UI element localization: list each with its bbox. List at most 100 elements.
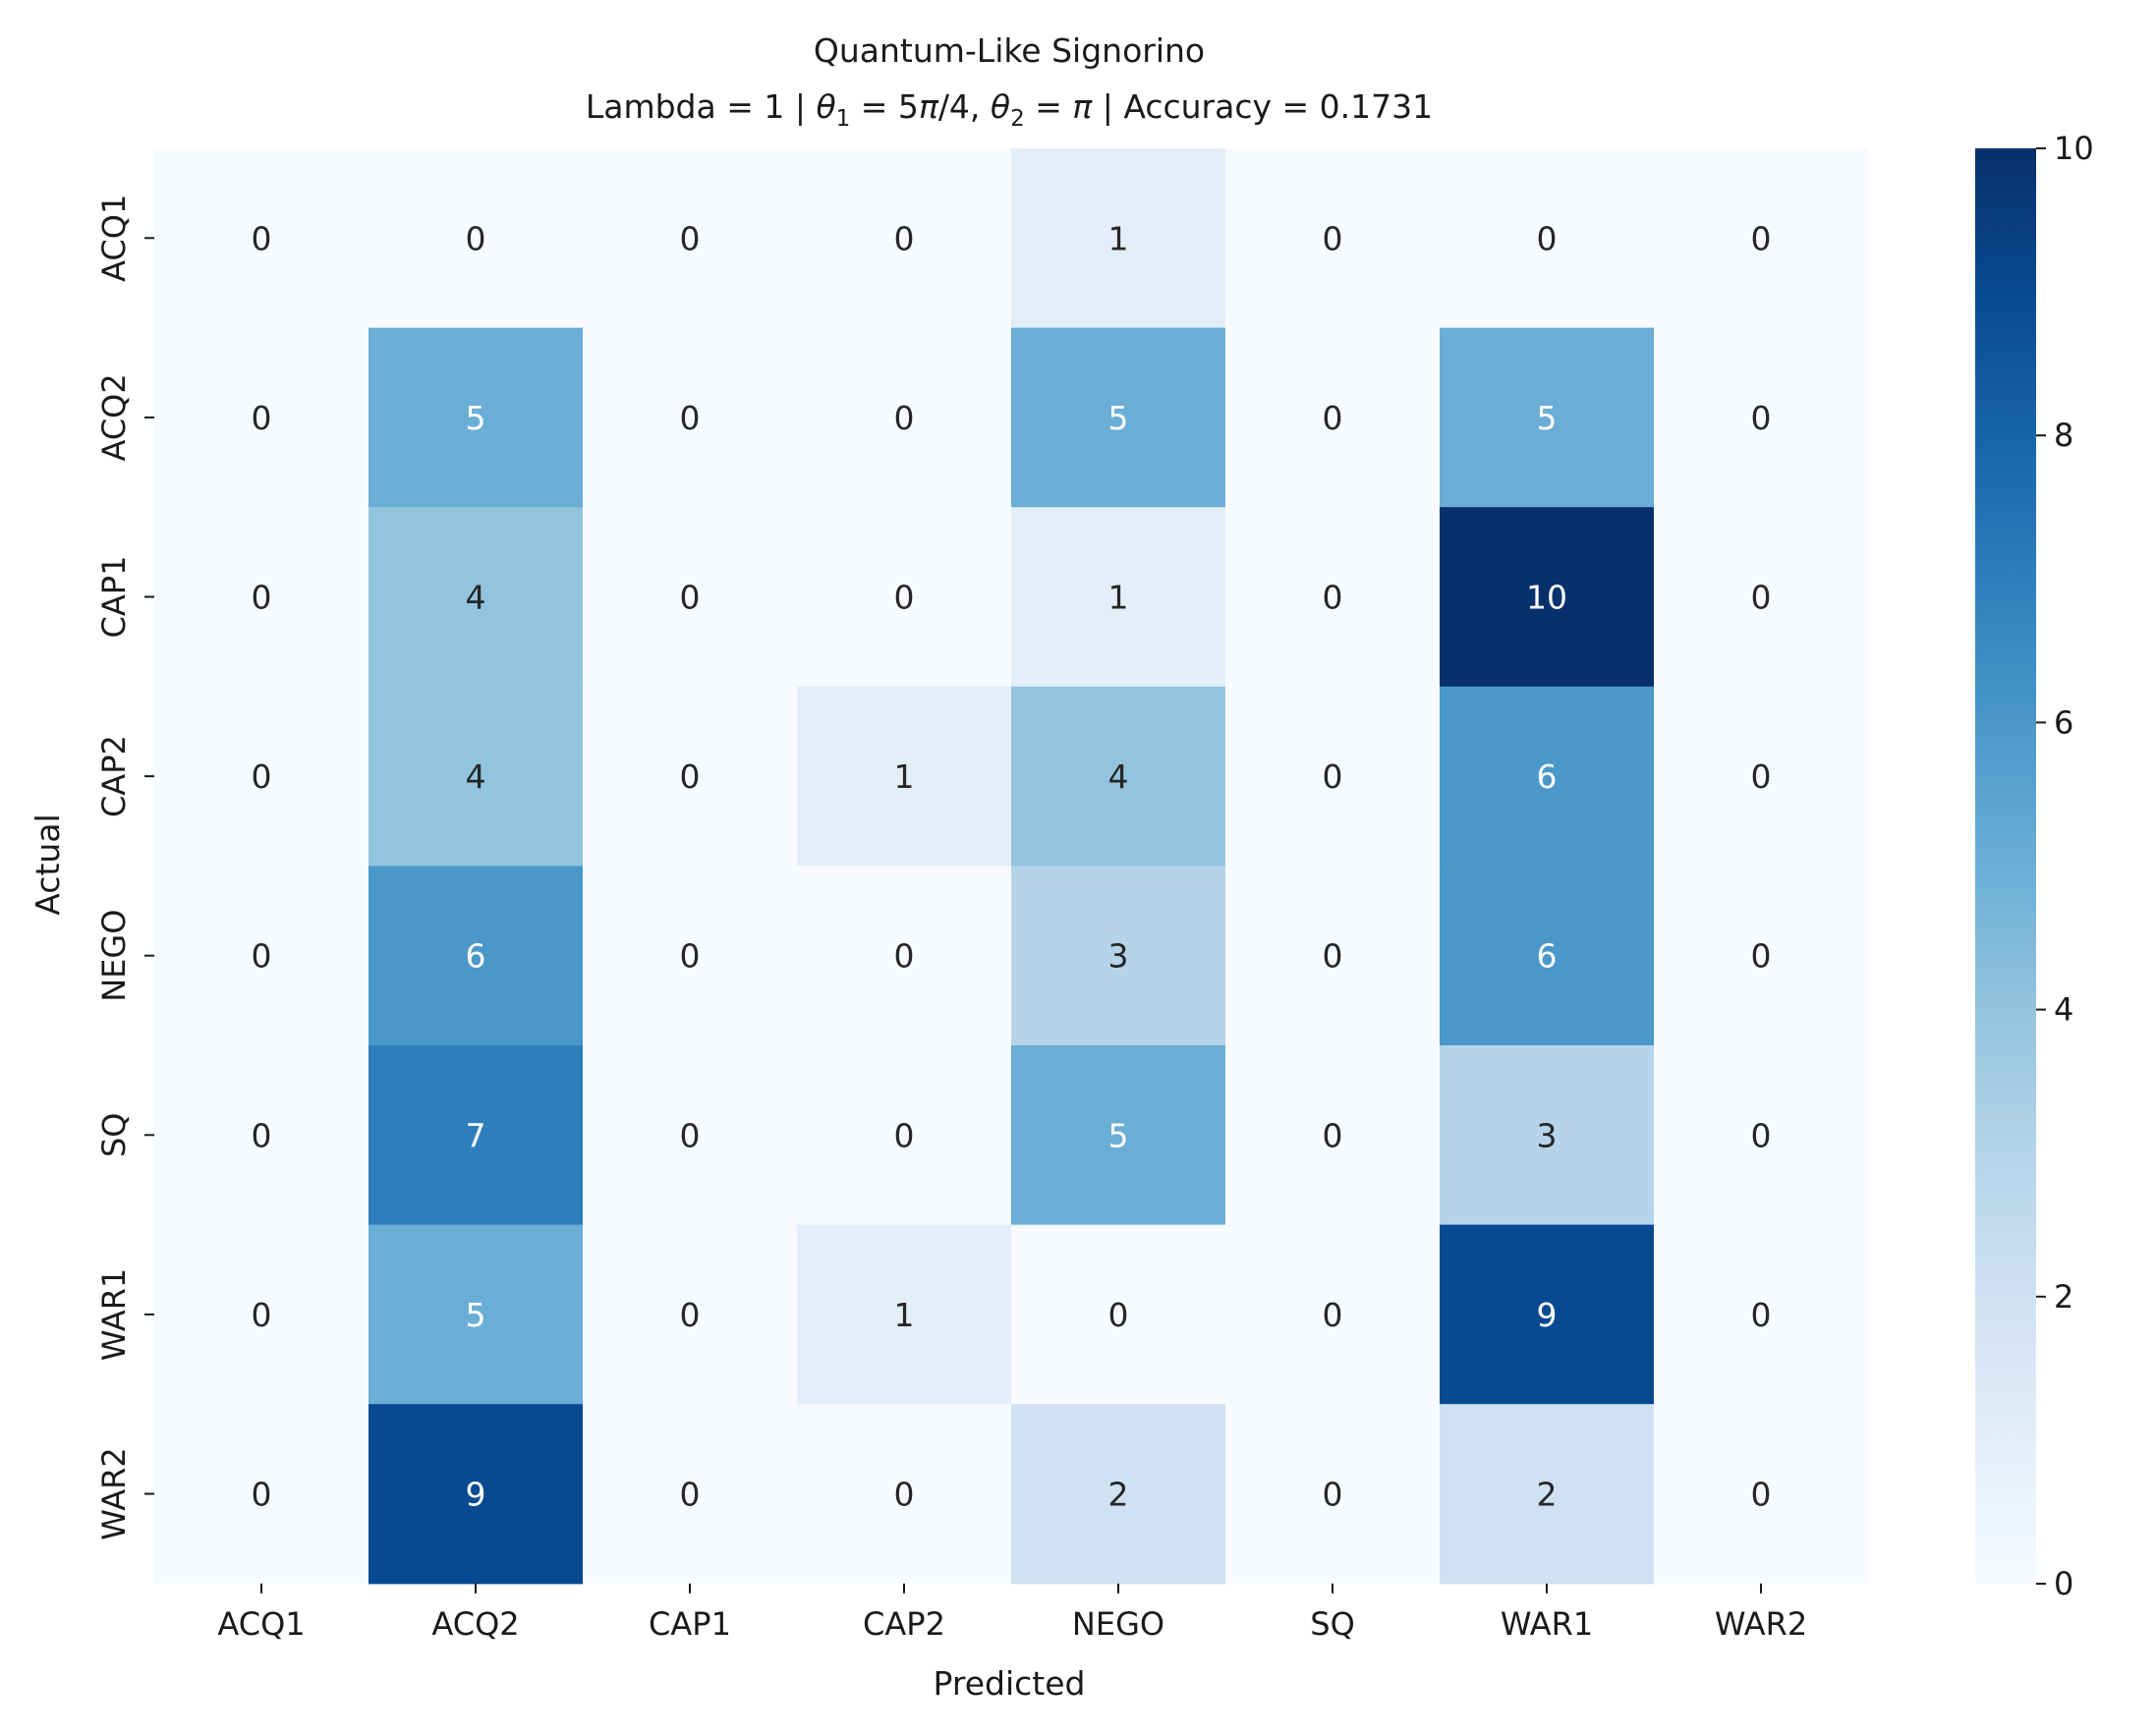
cell-value-label: 3: [1537, 1116, 1558, 1154]
y-axis: ACQ1 ACQ2 CAP1 CAP2 NEGO SQ WAR1 WAR2: [95, 195, 154, 1540]
cell-value-label: 5: [1108, 399, 1129, 437]
heatmap-cell: [1225, 866, 1441, 1046]
heatmap-cell: [154, 148, 369, 329]
cell-value-label: 0: [1323, 1296, 1343, 1334]
x-tick-label: WAR2: [1715, 1605, 1807, 1643]
cell-value-label: 0: [680, 757, 701, 796]
cell-value-label: 0: [1323, 757, 1343, 796]
cell-value-label: 0: [894, 937, 915, 976]
x-tick-label: ACQ2: [431, 1605, 519, 1643]
x-axis: ACQ1 ACQ2 CAP1 CAP2 NEGO SQ WAR1 WAR2: [217, 1583, 1807, 1643]
cell-value-label: 0: [1323, 937, 1343, 976]
cell-value-label: 1: [1108, 579, 1129, 617]
cell-value-label: 0: [252, 1116, 272, 1154]
heatmap-cell: [1440, 686, 1655, 867]
cell-value-label: 9: [466, 1476, 486, 1514]
heatmap-cell: [797, 1224, 1012, 1405]
cell-value-label: 0: [894, 1116, 915, 1154]
heatmap-cell: [154, 866, 369, 1046]
cell-value-label: 1: [1108, 219, 1129, 257]
cell-value-label: 6: [1537, 937, 1558, 976]
cell-value-label: 0: [252, 1296, 272, 1334]
colorbar-gradient: [1975, 148, 2036, 1584]
heatmap-cell: [1011, 866, 1226, 1046]
y-tick-label: WAR1: [95, 1268, 133, 1361]
heatmap-cell: [797, 686, 1012, 867]
colorbar-tick-label: 6: [2054, 703, 2073, 741]
heatmap-cell: [1654, 1045, 1869, 1226]
heatmap-cell: [369, 507, 584, 688]
cell-value-label: 0: [894, 399, 915, 437]
heatmap-cells: 0 0 0 0 1 0 0 00 5 0 0 5 0 5 00 4 0 0 1 0 10 00 4 0 1 4 0 6 00 6 0 0 3 0 6…: [154, 148, 1869, 1585]
heatmap-cell: [583, 1045, 798, 1226]
x-tick-label: NEGO: [1072, 1605, 1164, 1643]
heatmap-cell: [583, 148, 798, 329]
cell-value-label: 0: [1323, 399, 1343, 437]
heatmap-cell: [1440, 148, 1655, 329]
heatmap-cell: [369, 686, 584, 867]
cell-value-label: 0: [1751, 1296, 1772, 1334]
heatmap-cell: [154, 1224, 369, 1405]
heatmap-cell: [1654, 327, 1869, 508]
colorbar-tick-label: 10: [2054, 130, 2094, 167]
heatmap-cell: [154, 686, 369, 867]
heatmap-cell: [1654, 866, 1869, 1046]
heatmap-cell: [369, 1404, 584, 1585]
heatmap-cell: [1440, 507, 1655, 688]
x-tick-label: CAP2: [863, 1605, 945, 1643]
cell-value-label: 0: [252, 219, 272, 257]
y-tick-label: ACQ1: [95, 195, 133, 282]
heatmap-cell: [583, 1404, 798, 1585]
cell-value-label: 0: [1323, 1116, 1343, 1154]
heatmap-cell: [1654, 686, 1869, 867]
colorbar-tick-label: 4: [2054, 991, 2073, 1029]
heatmap-cell: [1654, 1404, 1869, 1585]
cell-value-label: 0: [1323, 579, 1343, 617]
heatmap-cell: [1440, 1045, 1655, 1226]
heatmap-cell: [369, 1224, 584, 1405]
cell-value-label: 0: [894, 219, 915, 257]
colorbar: 0 2 4 6 8 10: [1975, 130, 2094, 1602]
heatmap-cell: [1440, 1224, 1655, 1405]
heatmap-cell: [369, 1045, 584, 1226]
heatmap-cell: [1011, 1404, 1226, 1585]
heatmap-cell: [1654, 1224, 1869, 1405]
cell-value-label: 0: [1323, 219, 1343, 257]
cell-value-label: 0: [1751, 219, 1772, 257]
x-tick-label: WAR1: [1501, 1605, 1593, 1643]
chart-subtitle: Lambda = 1 | θ1 = 5π/4, θ2 = π | Accurac…: [586, 87, 1433, 132]
y-tick-label: WAR2: [95, 1447, 133, 1539]
chart-title: Quantum-Like Signorino: [814, 31, 1205, 70]
cell-value-label: 0: [894, 579, 915, 617]
cell-value-label: 0: [680, 1116, 701, 1154]
heatmap-cell: [1011, 148, 1226, 329]
cell-value-label: 6: [466, 937, 486, 976]
cell-value-label: 0: [1751, 937, 1772, 976]
x-tick-label: SQ: [1310, 1605, 1355, 1643]
cell-value-label: 0: [680, 219, 701, 257]
heatmap-cell: [1225, 1404, 1441, 1585]
y-tick-label: SQ: [95, 1113, 133, 1158]
y-tick-label: NEGO: [95, 910, 133, 1002]
cell-value-label: 0: [680, 399, 701, 437]
cell-value-label: 10: [1526, 579, 1567, 617]
cell-value-label: 1: [894, 757, 915, 796]
cell-value-label: 4: [466, 579, 486, 617]
heatmap-cell: [1011, 327, 1226, 508]
heatmap-cell: [1654, 507, 1869, 688]
colorbar-tick-label: 0: [2054, 1565, 2073, 1602]
heatmap-cell: [797, 507, 1012, 688]
cell-value-label: 0: [252, 399, 272, 437]
cell-value-label: 5: [466, 1296, 486, 1334]
heatmap-cell: [583, 507, 798, 688]
heatmap-cell: [583, 866, 798, 1046]
heatmap-cell: [797, 1045, 1012, 1226]
heatmap-cell: [1011, 1045, 1226, 1226]
cell-value-label: 0: [680, 937, 701, 976]
cell-value-label: 0: [252, 757, 272, 796]
heatmap-cell: [1440, 1404, 1655, 1585]
x-tick-label: CAP1: [649, 1605, 731, 1643]
cell-value-label: 0: [252, 1476, 272, 1514]
colorbar-tick-label: 8: [2054, 417, 2073, 454]
heatmap-cell: [1225, 507, 1441, 688]
